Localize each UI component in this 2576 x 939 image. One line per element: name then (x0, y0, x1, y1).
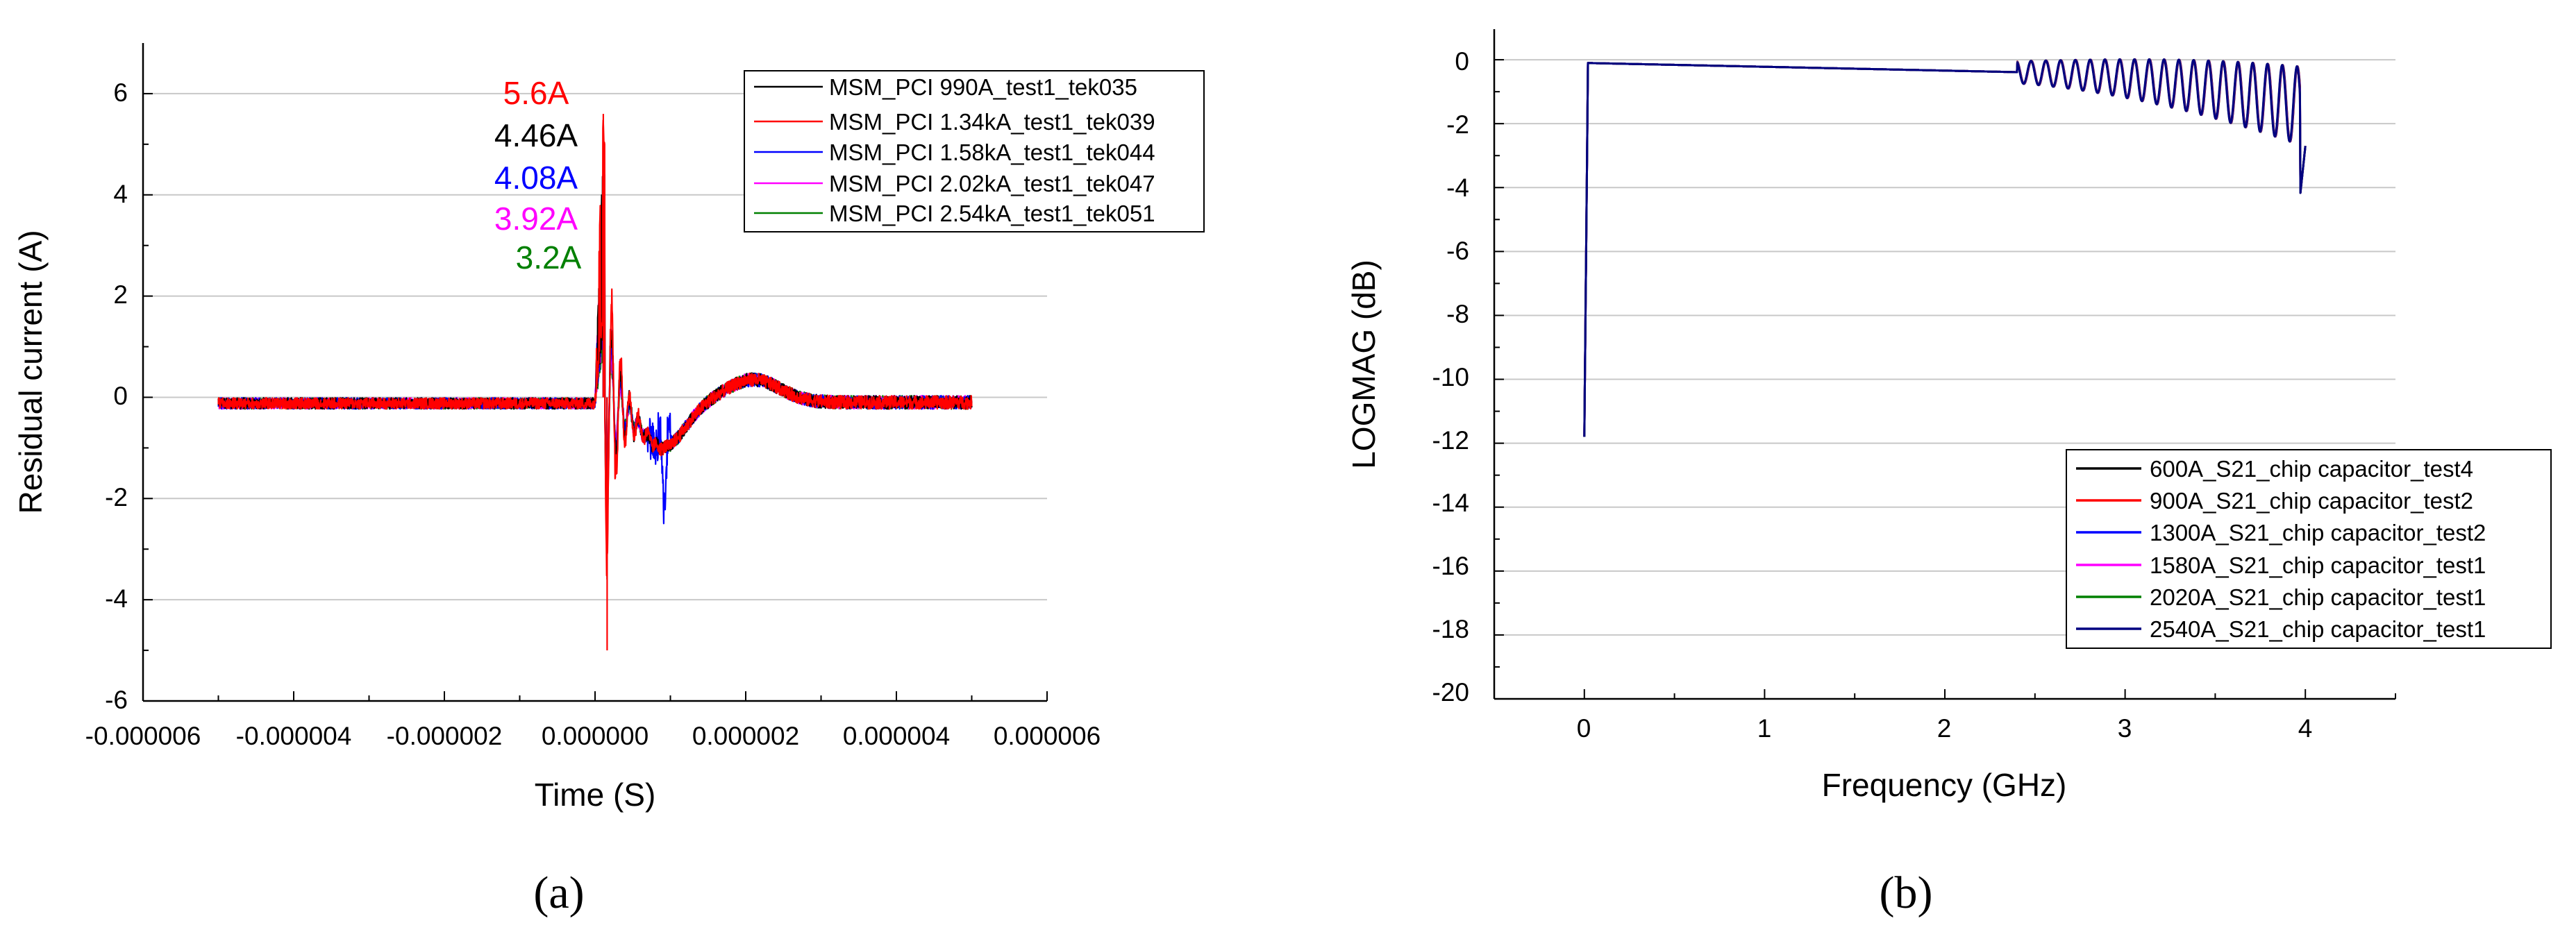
chart-b-ytick-label: -8 (1446, 300, 1469, 328)
chart-b-ytick-label: -16 (1432, 552, 1469, 580)
chart-a-xtick-label: -0.000002 (387, 722, 503, 750)
chart-b-xtick-label: 0 (1577, 714, 1591, 743)
chart-b-ytick-label: -18 (1432, 615, 1469, 643)
chart-b-caption: (b) (1880, 868, 1933, 918)
chart-b-series-line (1583, 58, 2307, 437)
chart-a-xtick-label: 0.000004 (843, 722, 950, 750)
chart-a: 6 4 2 0 -2 -4 -6 -0.000006 -0.000004 -0.… (12, 43, 1205, 918)
chart-a-annotation-red: 5.6A (503, 75, 569, 111)
chart-b-series-line (1583, 58, 2307, 437)
chart-a-ytick-label: 4 (113, 180, 128, 208)
chart-a-ytick-label: -6 (105, 686, 128, 714)
chart-a-ytick-label: 0 (113, 382, 128, 410)
chart-a-annotation-magenta: 3.92A (494, 201, 578, 237)
chart-a-xtick-label: 0.000006 (994, 722, 1101, 750)
chart-b-legend-box (2066, 449, 2552, 649)
chart-b-ytick-label: -12 (1432, 426, 1469, 455)
chart-a-legend: MSM_PCI 990A_test1_tek035 MSM_PCI 1.34kA… (744, 70, 1205, 232)
chart-b-ytick-label: -6 (1446, 237, 1469, 265)
chart-a-xtick-label: 0.000002 (692, 722, 799, 750)
chart-b-plot-area (1583, 58, 2307, 437)
chart-a-xtick-label: -0.000006 (85, 722, 201, 750)
chart-a-legend-label: MSM_PCI 1.58kA_test1_tek044 (829, 139, 1155, 165)
chart-b-ytick-label: -10 (1432, 363, 1469, 391)
chart-b-legend-label: 900A_S21_chip capacitor_test2 (2150, 488, 2473, 514)
chart-a-y-axis-label: Residual current (A) (12, 230, 49, 514)
chart-b-xtick-label: 2 (1937, 714, 1952, 743)
chart-b-legend-label: 1580A_S21_chip capacitor_test1 (2150, 552, 2486, 578)
chart-a-ticks (142, 92, 1048, 702)
chart-a-legend-label: MSM_PCI 1.34kA_test1_tek039 (829, 109, 1155, 135)
chart-b: 0 -2 -4 -6 -8 -10 -12 -14 -16 -18 -20 0 … (1346, 29, 2552, 918)
chart-b-legend-label: 2020A_S21_chip capacitor_test1 (2150, 584, 2486, 610)
chart-b-xtick-label: 3 (2118, 714, 2132, 743)
chart-a-x-axis-label: Time (S) (535, 777, 656, 813)
chart-b-ytick-label: 0 (1455, 47, 1469, 76)
chart-b-ticks (1494, 59, 2396, 700)
chart-b-ytick-label: -4 (1446, 174, 1469, 202)
chart-a-xtick-label: -0.000004 (236, 722, 352, 750)
chart-b-y-axis-label: LOGMAG (dB) (1346, 260, 1382, 469)
chart-a-caption: (a) (533, 868, 584, 918)
chart-a-legend-label: MSM_PCI 990A_test1_tek035 (829, 74, 1137, 100)
chart-b-legend-label: 2540A_S21_chip capacitor_test1 (2150, 616, 2486, 642)
chart-a-plot-area (217, 114, 973, 651)
chart-b-series-line (1583, 58, 2307, 437)
chart-a-annotation-blue: 4.08A (494, 160, 578, 196)
chart-a-series-line (217, 235, 973, 479)
chart-a-annotation-green: 3.2A (516, 239, 582, 276)
chart-b-series-line (1583, 58, 2307, 437)
chart-a-ytick-label: 2 (113, 280, 128, 309)
chart-a-legend-label: MSM_PCI 2.54kA_test1_tek051 (829, 201, 1155, 226)
chart-b-x-axis-label: Frequency (GHz) (1822, 767, 2067, 803)
chart-b-legend-label: 600A_S21_chip capacitor_test4 (2150, 456, 2473, 482)
chart-b-ytick-label: -14 (1432, 489, 1469, 517)
chart-b-series-line (1583, 58, 2307, 437)
chart-b-series-line (1583, 58, 2307, 437)
chart-b-legend: 600A_S21_chip capacitor_test4 900A_S21_c… (2066, 449, 2552, 649)
chart-a-series-line (217, 190, 973, 525)
chart-b-legend-label: 1300A_S21_chip capacitor_test2 (2150, 520, 2486, 545)
chart-a-legend-label: MSM_PCI 2.02kA_test1_tek047 (829, 171, 1155, 196)
chart-a-series-line (217, 194, 973, 499)
chart-a-xtick-label: 0.000000 (542, 722, 649, 750)
chart-a-ytick-label: -4 (105, 584, 128, 613)
chart-a-series-line (217, 114, 973, 651)
chart-b-ytick-label: -2 (1446, 110, 1469, 139)
chart-a-ytick-label: -2 (105, 483, 128, 511)
chart-a-ytick-label: 6 (113, 78, 128, 107)
chart-b-xtick-label: 1 (1757, 714, 1772, 743)
chart-a-annotation-black: 4.46A (494, 117, 578, 153)
chart-b-ytick-label: -20 (1432, 678, 1469, 707)
chart-b-xtick-label: 4 (2298, 714, 2313, 743)
chart-a-series-line (217, 171, 973, 580)
